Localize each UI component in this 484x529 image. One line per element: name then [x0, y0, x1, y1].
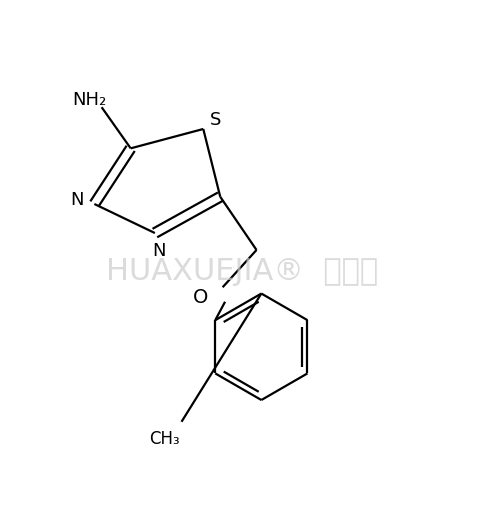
Text: HUAXUEJIA®  化学加: HUAXUEJIA® 化学加 [106, 257, 378, 286]
Text: S: S [210, 111, 221, 129]
Text: CH₃: CH₃ [149, 430, 180, 448]
Text: N: N [71, 191, 84, 209]
Text: NH₂: NH₂ [73, 91, 106, 109]
Text: O: O [193, 288, 209, 307]
Text: N: N [152, 242, 166, 260]
